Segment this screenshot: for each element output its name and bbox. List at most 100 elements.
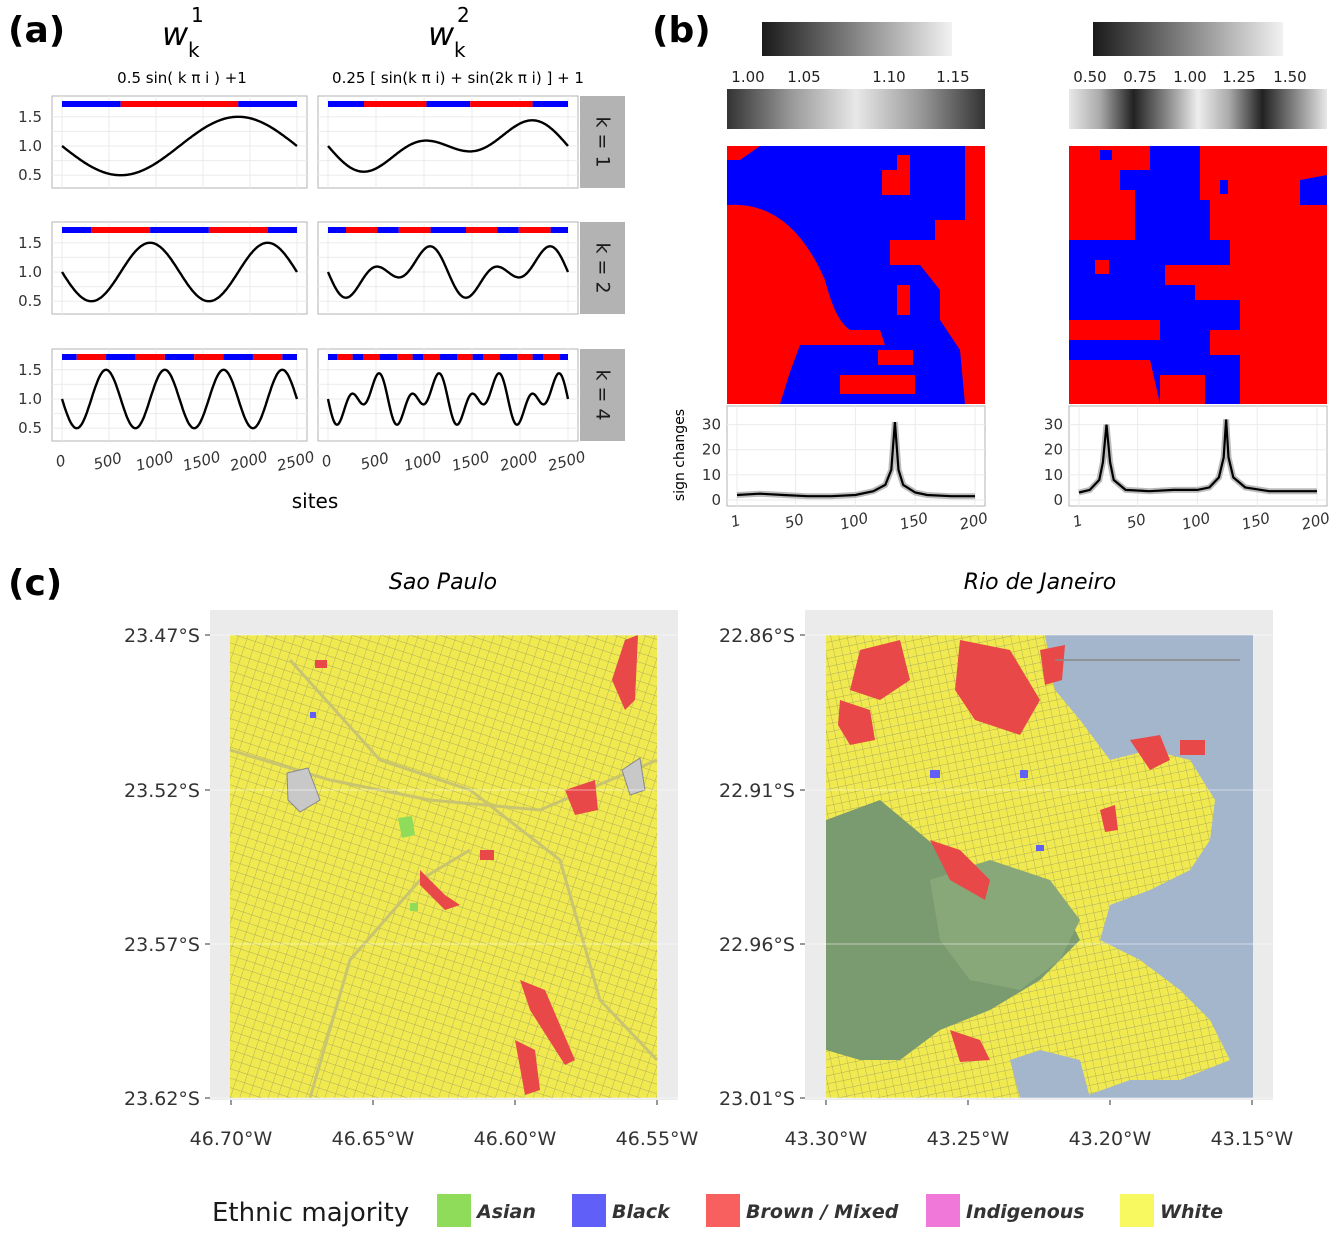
sign-segment	[106, 354, 136, 360]
legend-swatch	[706, 1194, 740, 1227]
rj-red-2	[955, 640, 1040, 735]
legend-items: Asian Black Brown / Mixed Indigenous White	[437, 1194, 1223, 1227]
x-tick-label: 200	[1300, 509, 1332, 534]
col2-sup: 2	[457, 3, 470, 27]
sign-segment	[135, 354, 165, 360]
x-tick-label: 100	[838, 509, 870, 534]
heatmap-right-red-3	[1069, 320, 1160, 340]
sign-segment	[363, 354, 380, 360]
legend-swatch	[1120, 1194, 1154, 1227]
sign-segment	[346, 227, 378, 233]
sp-red-6	[315, 660, 327, 668]
legend-label: Asian	[475, 1201, 536, 1223]
rj-red-6	[930, 840, 990, 900]
sign-segment	[430, 227, 466, 233]
sign-segment	[497, 227, 519, 233]
sp-red-2	[520, 980, 575, 1065]
map-title-rio: Rio de Janeiro	[964, 570, 1116, 595]
facet-strip-label: k = 4	[592, 369, 614, 420]
x-tick-label: 1500	[450, 448, 492, 475]
sign-segment	[238, 101, 297, 107]
facet-panel	[51, 348, 308, 442]
sign-segment	[517, 354, 533, 360]
x-tick-label: 1	[729, 511, 743, 531]
rj-blue-1	[930, 770, 940, 778]
weight-strip-left	[727, 89, 985, 129]
heatmap-right-red-2	[1069, 190, 1135, 240]
rj-axes: 22.86°S 22.91°S 22.96°S 23.01°S 43.30°W 43.25…	[719, 625, 1294, 1150]
weight-curve	[327, 119, 569, 173]
panel-a-x-ticks: 0 500 1000 1500 2000 2500 0 500 1000 1500 2000 2500	[54, 448, 588, 475]
sign-segment	[208, 227, 268, 233]
x-tick-label: 1000	[134, 448, 176, 475]
x-tick-label: 1000	[402, 448, 444, 475]
sign-segment	[76, 354, 107, 360]
sp-road-1	[288, 658, 659, 1062]
legend-label: Black	[612, 1201, 671, 1223]
sp-red-4	[420, 870, 460, 910]
facet-panel	[51, 221, 308, 315]
sign-segment	[483, 354, 500, 360]
y-tick-label: 0.5	[18, 166, 42, 184]
col-title-1: w k 1 0.5 sin( k π i ) +1	[117, 3, 247, 87]
lat-tick-label: 22.96°S	[719, 934, 795, 956]
x-tick-label: 1500	[181, 448, 223, 475]
lon-tick-label: 46.60°W	[474, 1128, 557, 1150]
weight-curve	[326, 245, 570, 299]
x-tick-label: 50	[1125, 510, 1148, 532]
sign-segment	[328, 227, 346, 233]
lon-tick-label: 46.55°W	[616, 1128, 699, 1150]
y-tick-label: 1.0	[18, 263, 42, 281]
y-tick-label: 10	[1044, 466, 1063, 484]
heatmap-right-red-7	[1095, 260, 1109, 274]
sign-changes-panel	[726, 405, 986, 507]
facet-panel	[51, 95, 308, 189]
weight-strip-right	[1069, 89, 1327, 129]
weight-curve	[61, 115, 298, 177]
panel-label-b: (b)	[652, 10, 711, 51]
facet-strip-label: k = 1	[592, 116, 614, 167]
legend-label: White	[1160, 1201, 1223, 1223]
y-tick-label: 1.0	[18, 137, 42, 155]
y-tick-label: 1.5	[18, 108, 42, 126]
colorbar-tick-label: 1.50	[1273, 68, 1306, 86]
lon-tick-label: 46.70°W	[190, 1128, 273, 1150]
sign-segment	[412, 354, 424, 360]
col1-sub: k	[188, 38, 200, 62]
rj-red-4	[1130, 735, 1170, 770]
colorbar-tick-label: 0.75	[1123, 68, 1156, 86]
y-tick-label: 20	[702, 441, 721, 459]
col1-w: w	[162, 15, 189, 53]
x-tick-label: 200	[958, 509, 990, 534]
lat-tick-label: 22.91°S	[719, 780, 795, 802]
sign-segment	[150, 227, 209, 233]
sp-road-3	[308, 848, 471, 1099]
sign-segment	[337, 354, 353, 360]
sign-segment	[550, 227, 568, 233]
sign-changes-line	[1078, 419, 1317, 494]
sign-segment	[470, 101, 533, 107]
facet-strip	[580, 222, 625, 314]
lon-tick-label: 43.25°W	[927, 1128, 1010, 1150]
x-tick-label: 150	[1240, 509, 1272, 534]
y-tick-label: 10	[702, 466, 721, 484]
y-tick-label: 30	[702, 416, 721, 434]
x-tick-label: 100	[1180, 509, 1212, 534]
sign-segment	[120, 101, 239, 107]
lat-tick-label: 23.47°S	[124, 625, 200, 647]
sp-red-5	[515, 1040, 540, 1095]
sign-segment	[466, 227, 498, 233]
sign-segment	[282, 354, 297, 360]
sign-segment	[164, 354, 195, 360]
legend-swatch	[926, 1194, 960, 1227]
rj-red-1	[850, 640, 910, 700]
map-title-sao-paulo: Sao Paulo	[389, 570, 497, 595]
rj-red-3	[1040, 645, 1065, 685]
panel-label-c: (c)	[8, 563, 62, 604]
heatmap-right-blue-1	[1100, 150, 1112, 160]
sp-green-1	[398, 816, 415, 838]
sign-segment	[352, 354, 364, 360]
map-rio	[805, 610, 1273, 1100]
